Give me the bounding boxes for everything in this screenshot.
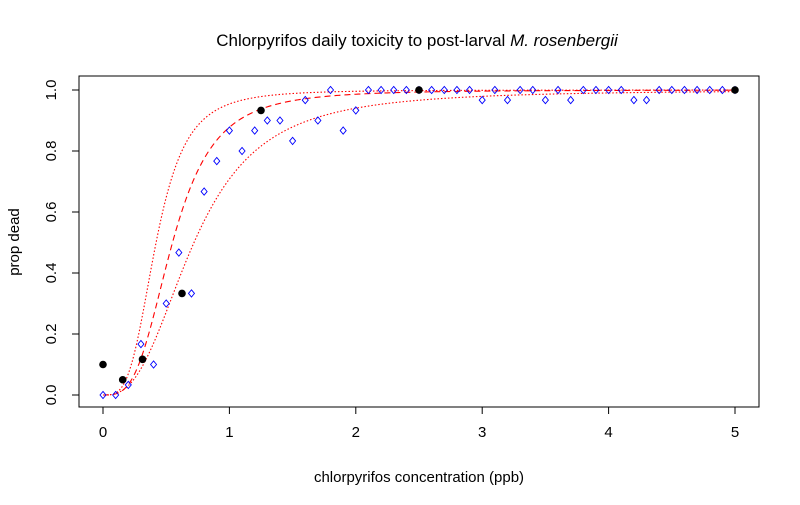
simulated-point — [630, 95, 638, 105]
observed-point — [118, 375, 127, 384]
simulated-point — [124, 380, 132, 390]
simulated-point — [554, 85, 562, 95]
fit-curve — [103, 89, 735, 396]
simulated-point — [162, 299, 170, 308]
y-tick-label: 0.8 — [43, 141, 60, 162]
simulated-point — [213, 156, 221, 166]
simulated-point — [491, 85, 499, 95]
simulated-point — [478, 95, 486, 105]
simulated-point — [503, 95, 512, 105]
x-axis: 0 1 2 3 4 5 — [99, 406, 739, 441]
simulated-point — [402, 85, 410, 95]
simulated-point — [289, 136, 297, 146]
simulated-point — [453, 85, 461, 95]
simulated-point — [655, 85, 663, 95]
simulated-point — [137, 339, 145, 349]
y-axis: 0.0 0.2 0.4 0.6 0.8 1.0 — [43, 80, 80, 406]
simulated-point — [440, 85, 448, 95]
simulated-point — [314, 116, 322, 125]
observed-point — [99, 360, 107, 369]
simulated-point — [301, 95, 309, 105]
observed-point — [257, 106, 265, 115]
simulated-point — [706, 85, 714, 95]
chart-title: Chlorpyrifos daily toxicity to post-larv… — [216, 31, 619, 50]
simulated-point — [465, 85, 474, 95]
simulated-point — [225, 126, 233, 135]
simulated-point — [149, 360, 158, 369]
y-tick-label: 0.2 — [43, 324, 60, 345]
x-tick-label: 1 — [225, 424, 233, 441]
simulated-point — [718, 85, 726, 95]
observed-point — [138, 355, 147, 364]
fit-curves — [103, 89, 736, 396]
simulated-point — [364, 85, 373, 95]
confidence-curve — [103, 91, 736, 396]
simulated-point — [529, 85, 537, 95]
chart-title-species: M. rosenbergii — [510, 31, 619, 50]
simulated-point — [541, 95, 549, 105]
y-tick-label: 0.4 — [43, 263, 60, 284]
simulated-point — [175, 248, 183, 257]
chart-title-main: Chlorpyrifos daily toxicity to post-larv… — [216, 31, 505, 50]
simulated-point — [276, 116, 284, 125]
simulated-point — [668, 85, 676, 95]
simulated-point — [693, 85, 701, 95]
observed-point — [731, 86, 739, 94]
x-axis-label: chlorpyrifos concentration (ppb) — [314, 469, 524, 486]
simulated-point — [428, 85, 436, 95]
x-tick-label: 5 — [731, 424, 739, 441]
simulated-point — [377, 85, 385, 95]
simulated-point — [112, 390, 120, 400]
simulated-point — [99, 390, 107, 400]
observed-point — [415, 86, 423, 94]
simulated-point — [617, 85, 625, 95]
simulated-point — [516, 85, 524, 95]
simulated-point — [567, 95, 575, 105]
simulated-point — [200, 187, 208, 196]
simulated-point — [642, 95, 651, 105]
y-tick-label: 0.0 — [43, 385, 60, 406]
y-tick-label: 0.6 — [43, 202, 60, 223]
simulated-point — [339, 126, 347, 135]
x-tick-label: 4 — [604, 424, 612, 441]
simulated-point — [263, 116, 271, 125]
simulated-point — [251, 126, 259, 135]
simulated-point — [326, 85, 335, 95]
simulated-point — [605, 85, 613, 95]
x-tick-label: 2 — [352, 424, 360, 441]
plot-frame — [78, 75, 760, 408]
simulated-point — [680, 85, 689, 95]
x-tick-label: 0 — [99, 424, 107, 441]
confidence-curve — [103, 89, 735, 396]
simulated-point — [238, 146, 246, 156]
data-points — [99, 85, 739, 400]
simulated-point — [592, 85, 600, 95]
simulated-point — [579, 85, 587, 95]
x-tick-label: 3 — [478, 424, 486, 441]
observed-point — [178, 289, 186, 298]
y-axis-label: prop dead — [6, 208, 23, 276]
simulated-point — [390, 85, 398, 95]
simulated-point — [187, 289, 196, 298]
simulated-point — [352, 106, 360, 115]
y-tick-label: 1.0 — [43, 80, 60, 101]
